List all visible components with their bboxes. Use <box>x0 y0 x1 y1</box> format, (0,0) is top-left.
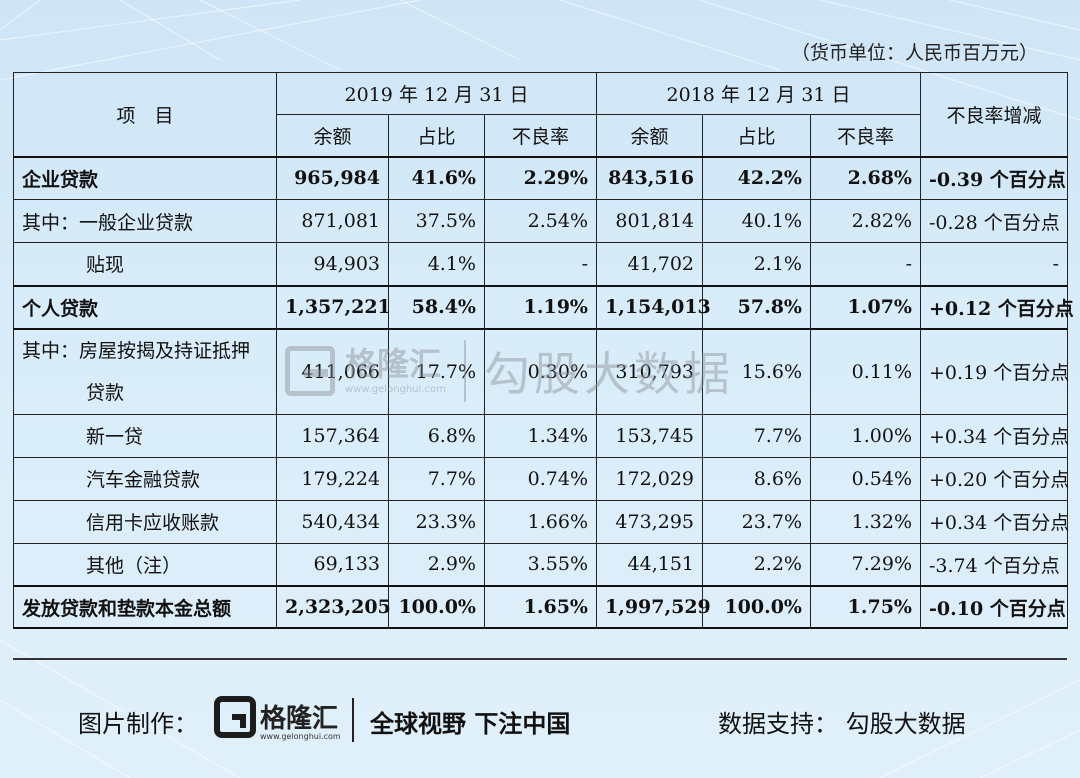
header-npl-2019: 不良率 <box>484 114 597 157</box>
footer-brand: 格隆汇 <box>260 704 339 734</box>
loan-quality-table: 项 目 2019 年 12 月 31 日 2018 年 12 月 31 日 不良… <box>13 72 1074 629</box>
header-item: 项 目 <box>13 72 277 157</box>
table-row: 其中：一般企业贷款 871,081 37.5% 2.54% 801,814 40… <box>13 199 1068 243</box>
footer-brand-url: www.gelonghui.com <box>260 732 341 741</box>
data-support: 数据支持： 勾股大数据 <box>718 710 966 738</box>
header-balance-2019: 余额 <box>276 114 389 157</box>
header-balance-2018: 余额 <box>596 114 703 157</box>
table-row-total: 发放贷款和垫款本金总额 2,323,205 100.0% 1.65% 1,997… <box>13 585 1068 629</box>
table-row: 汽车金融贷款 179,224 7.7% 0.74% 172,029 8.6% 0… <box>13 456 1069 501</box>
gelonghui-logo-icon <box>214 696 256 738</box>
footer-divider <box>13 658 1067 660</box>
table-row: 新一贷 157,364 6.8% 1.34% 153,745 7.7% 1.00… <box>13 413 1069 458</box>
footer-slogan: 全球视野 下注中国 <box>370 710 571 738</box>
header-npl-change: 不良率增减 <box>920 72 1068 157</box>
header-share-2018: 占比 <box>702 114 811 157</box>
row-label: 其中：房屋按揭及持证抵押 <box>22 339 251 362</box>
table-row: 其他（注） 69,133 2.9% 3.55% 44,151 2.2% 7.29… <box>13 542 1068 587</box>
credit-label: 图片制作： <box>78 710 198 738</box>
header-npl-2018: 不良率 <box>810 114 921 157</box>
currency-unit-note: （货币单位：人民币百万元） <box>790 42 1038 64</box>
row-label-continued: 贷款 <box>86 381 125 404</box>
header-2018: 2018 年 12 月 31 日 <box>596 72 921 115</box>
table-row: 其中：房屋按揭及持证抵押 贷款 411,066 17.7% 0.30% 310,… <box>13 327 1069 415</box>
header-2019: 2019 年 12 月 31 日 <box>276 72 597 115</box>
table-row: 企业贷款 965,984 41.6% 2.29% 843,516 42.2% 2… <box>13 155 1068 200</box>
footer: 图片制作： 格隆汇 www.gelonghui.com 全球视野 下注中国 数据… <box>0 690 1080 750</box>
table-row: 个人贷款 1,357,221 58.4% 1.19% 1,154,013 57.… <box>13 284 1074 329</box>
table-row: 信用卡应收账款 540,434 23.3% 1.66% 473,295 23.7… <box>13 499 1069 544</box>
header-share-2019: 占比 <box>388 114 485 157</box>
footer-separator <box>352 698 354 742</box>
table-row: 贴现 94,903 4.1% - 41,702 2.1% - - <box>13 242 1068 286</box>
